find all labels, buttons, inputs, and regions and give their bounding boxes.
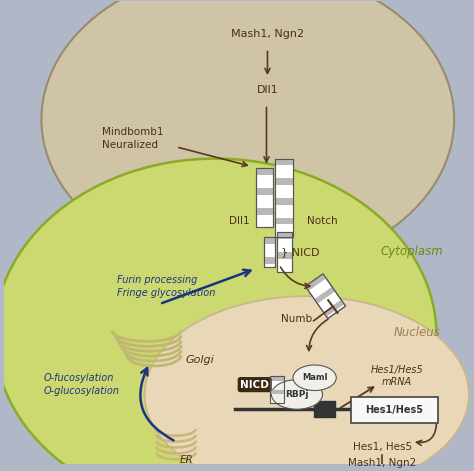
Text: Notch: Notch <box>307 216 337 226</box>
Text: Golgi: Golgi <box>186 355 215 365</box>
Text: Mash1, Ngn2: Mash1, Ngn2 <box>348 458 417 468</box>
Text: Hes1, Hes5: Hes1, Hes5 <box>353 442 412 452</box>
Bar <box>277 232 292 239</box>
Bar <box>255 169 273 227</box>
Bar <box>275 159 293 237</box>
Bar <box>255 169 273 227</box>
Ellipse shape <box>145 296 469 471</box>
Text: Mash1, Ngn2: Mash1, Ngn2 <box>231 29 304 39</box>
Bar <box>277 232 292 272</box>
Bar <box>264 257 275 264</box>
Bar <box>255 208 273 215</box>
Text: Nucleus: Nucleus <box>393 325 440 339</box>
Bar <box>305 274 326 291</box>
Bar <box>275 178 293 185</box>
Bar <box>270 376 284 403</box>
Ellipse shape <box>41 0 454 272</box>
Text: NICD: NICD <box>240 380 269 390</box>
Text: ER: ER <box>180 455 194 465</box>
Bar <box>275 198 293 205</box>
Text: Mindbomb1
Neuralized: Mindbomb1 Neuralized <box>102 127 164 150</box>
Bar <box>277 252 292 259</box>
Bar <box>264 237 275 267</box>
Bar <box>255 169 273 175</box>
Text: } NICD: } NICD <box>281 247 320 257</box>
Text: RBPj: RBPj <box>285 390 309 399</box>
Text: Maml: Maml <box>302 373 328 382</box>
Text: Furin processing
Fringe glycosylation: Furin processing Fringe glycosylation <box>117 275 216 298</box>
Ellipse shape <box>293 365 336 390</box>
Bar <box>314 401 335 417</box>
Bar <box>264 237 275 267</box>
Bar <box>255 188 273 195</box>
Bar <box>270 390 284 394</box>
Text: O-fucosylation
O-glucosylation: O-fucosylation O-glucosylation <box>44 373 119 396</box>
Bar <box>270 376 284 381</box>
Text: Dll1: Dll1 <box>229 216 250 226</box>
Text: Hes1/Hes5: Hes1/Hes5 <box>365 405 423 415</box>
Bar <box>275 159 293 165</box>
Ellipse shape <box>0 159 437 471</box>
Bar <box>314 287 335 304</box>
Bar <box>277 232 292 272</box>
Bar <box>323 300 344 317</box>
FancyBboxPatch shape <box>351 398 438 423</box>
Bar <box>305 274 346 318</box>
Bar <box>270 376 284 403</box>
Text: Dll1: Dll1 <box>256 85 278 95</box>
Text: Hes1/Hes5
mRNA: Hes1/Hes5 mRNA <box>371 365 424 387</box>
Bar <box>305 274 346 318</box>
Bar <box>275 218 293 225</box>
Text: Numb: Numb <box>281 314 312 324</box>
Bar <box>275 159 293 237</box>
Ellipse shape <box>272 380 322 409</box>
Text: Cytoplasm: Cytoplasm <box>381 245 443 258</box>
Bar <box>264 237 275 244</box>
